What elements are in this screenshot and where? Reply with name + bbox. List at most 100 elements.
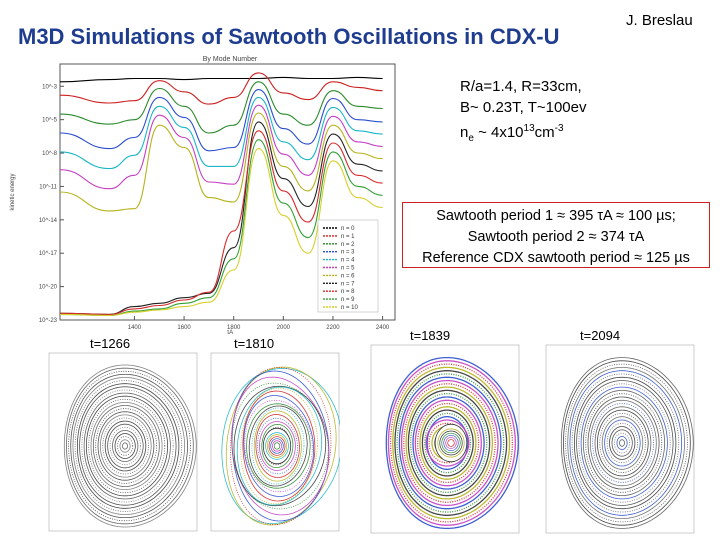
flux-surface: [582, 390, 665, 496]
flux-surface: [253, 410, 302, 482]
flux-surface: [65, 367, 194, 525]
slide-title: M3D Simulations of Sawtooth Oscillations…: [18, 24, 560, 49]
flux-surface: [567, 367, 685, 519]
series-line-n8: [59, 130, 383, 315]
poincare-label-4: t=2094: [580, 328, 621, 343]
flux-surface: [614, 432, 631, 454]
chart-ylabel: kinetic energy: [10, 173, 16, 210]
legend-label: n = 6: [341, 273, 355, 279]
flux-surface: [244, 399, 313, 493]
flux-surface: [74, 380, 183, 512]
flux-surface: [114, 433, 136, 459]
flux-surface: [225, 366, 337, 526]
flux-surface: [578, 383, 671, 503]
flux-surface: [569, 370, 682, 516]
x-tick-label: 2000: [277, 325, 291, 331]
inner-surface: [445, 437, 457, 449]
flux-surface: [92, 405, 160, 487]
series-line-n6: [59, 112, 383, 212]
flux-surface: [587, 396, 660, 490]
poincare-plot-1: [48, 352, 198, 532]
series-line-n9: [59, 139, 383, 317]
flux-surface: [109, 426, 141, 466]
flux-surface: [407, 389, 491, 497]
flux-surface: [261, 423, 294, 469]
poincare-label-1: t=1266: [90, 336, 131, 351]
flux-surface: [259, 421, 296, 471]
flux-surface: [119, 439, 131, 453]
flux-surface: [122, 442, 128, 450]
flux-surface: [604, 419, 641, 467]
inner-surface: [441, 432, 461, 454]
y-tick-label: 10^-3: [42, 84, 57, 90]
flux-surface: [257, 417, 298, 475]
period-line-1: Sawtooth period 1 ≈ 395 τA ≈ 100 µs;: [436, 208, 676, 224]
mode-energy-chart: By Mode Number kinetic energy τA 10^-3 10…: [0, 50, 400, 335]
author-name: J. Breslau: [626, 12, 693, 29]
flux-surface: [394, 370, 508, 516]
legend-label: n = 0: [341, 226, 355, 232]
flux-surface: [592, 403, 654, 483]
chart-title: By Mode Number: [203, 56, 258, 63]
flux-surface: [107, 423, 144, 469]
flux-surface: [573, 376, 677, 510]
y-tick-label: 10^-23: [39, 318, 58, 324]
flux-surface: [580, 386, 668, 500]
density-value: ~ 4x10: [473, 124, 524, 141]
inner-surface: [272, 440, 282, 452]
x-tick-label: 2200: [326, 325, 340, 331]
flux-surface: [562, 360, 691, 526]
inner-surface: [265, 432, 289, 460]
inner-surface: [443, 434, 459, 452]
legend-label: n = 10: [341, 305, 359, 311]
flux-surface: [421, 409, 474, 477]
legend-label: n = 8: [341, 289, 355, 295]
flux-surface: [231, 382, 329, 510]
flux-surface: [594, 406, 652, 480]
inner-surface: [439, 430, 463, 456]
x-tick-label: 1800: [227, 325, 241, 331]
series-line-n0: [59, 76, 383, 83]
flux-surface: [63, 364, 197, 528]
y-tick-label: 10^-14: [39, 218, 58, 224]
flux-surface: [387, 360, 516, 526]
legend-label: n = 5: [341, 266, 355, 272]
flux-surface: [76, 383, 180, 509]
flux-surface: [112, 430, 139, 462]
island-core: [262, 427, 292, 465]
x-tick-label: 1400: [128, 325, 142, 331]
poincare-plot-2: [210, 352, 340, 532]
param-line-3: ne ~ 4x1013cm-3: [460, 118, 586, 149]
flux-surface: [117, 436, 134, 456]
flux-surface: [392, 366, 511, 520]
series-line-n3: [59, 89, 383, 152]
flux-surface: [385, 356, 519, 530]
flux-surface: [99, 414, 152, 478]
series-line-n2: [59, 81, 383, 134]
flux-surface: [97, 411, 155, 481]
flux-surface: [419, 406, 477, 480]
plasma-parameters: R/a=1.4, R=33cm, B~ 0.23T, T~100ev ne ~ …: [460, 76, 586, 149]
flux-surface: [400, 379, 499, 507]
series-line-n1: [59, 72, 383, 105]
flux-surface: [68, 370, 191, 522]
legend-label: n = 7: [341, 281, 355, 287]
x-tick-label: 2400: [376, 325, 390, 331]
flux-surface: [619, 439, 625, 447]
y-tick-label: 10^-11: [39, 184, 57, 190]
param-line-2: B~ 0.23T, T~100ev: [460, 99, 587, 116]
period-line-2: Sawtooth period 2 ≈ 374 τA: [467, 229, 645, 245]
flux-surface: [599, 413, 646, 473]
flux-surface: [85, 395, 168, 497]
flux-surface: [233, 385, 327, 507]
flux-surface: [102, 417, 149, 475]
flux-surface: [425, 419, 470, 467]
flux-surface: [589, 399, 657, 487]
flux-surface: [424, 412, 472, 474]
flux-surface: [417, 402, 480, 484]
island-core: [434, 423, 468, 463]
flux-surface: [412, 396, 485, 490]
flux-surface: [611, 429, 633, 457]
legend-label: n = 2: [341, 242, 355, 248]
flux-surface: [72, 377, 185, 515]
